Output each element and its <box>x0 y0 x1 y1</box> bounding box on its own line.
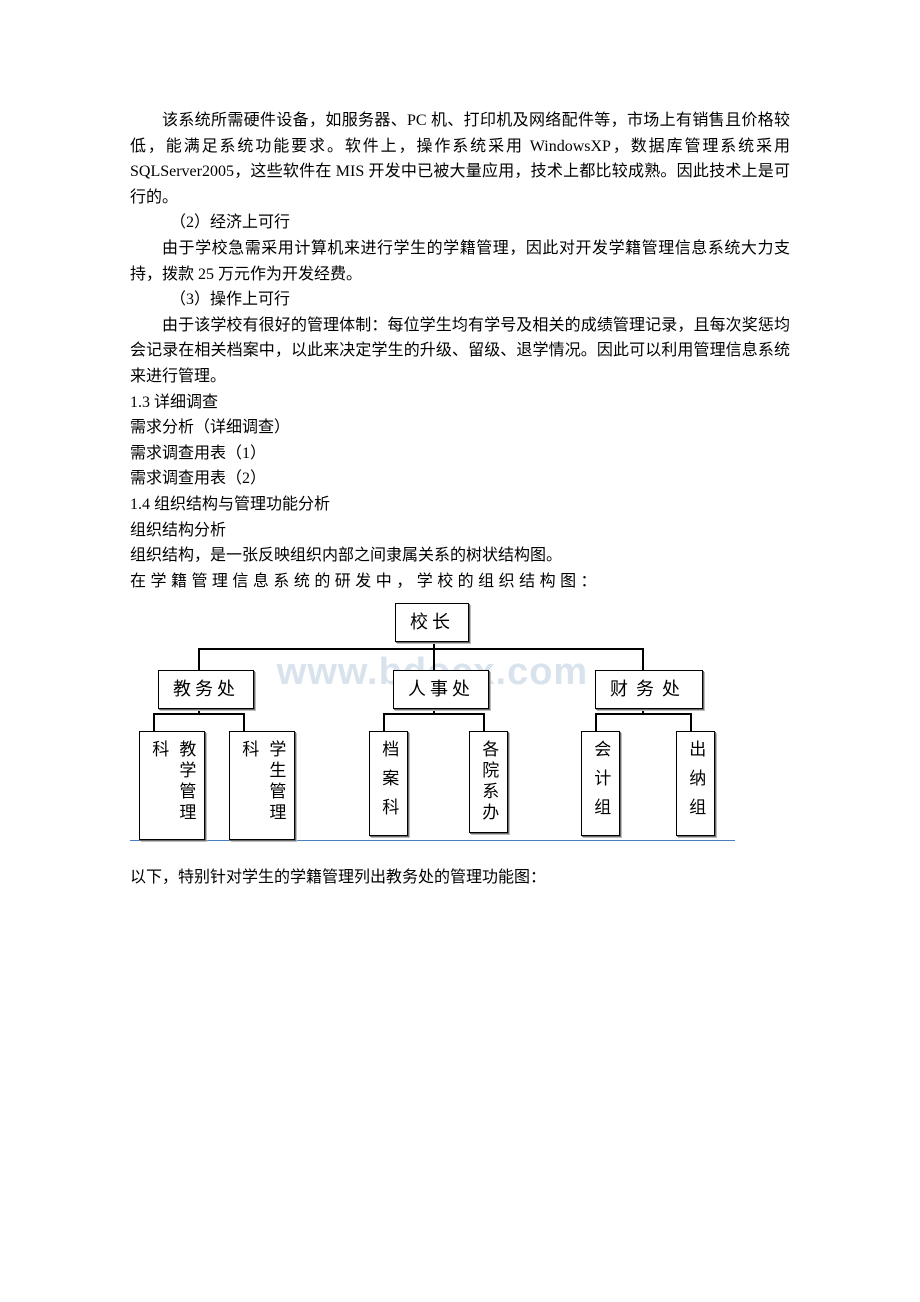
paragraph-operational: 由于该学校有很好的管理体制：每位学生均有学号及相关的成绩管理记录，且每次奖惩均会… <box>130 313 790 390</box>
line-org-analysis: 组织结构分析 <box>130 518 790 544</box>
line-req-table-1: 需求调查用表（1） <box>130 441 790 467</box>
connector-line <box>383 713 483 715</box>
line-mgmt-func-intro: 以下，特别针对学生的学籍管理列出教务处的管理功能图： <box>130 865 790 891</box>
connector-line <box>433 648 435 670</box>
line-org-desc: 组织结构，是一张反映组织内部之间隶属关系的树状结构图。 <box>130 543 790 569</box>
node-accounting: 会计组 <box>581 731 620 836</box>
node-teaching-mgmt: 教学管理科 <box>139 731 205 840</box>
node-cashier: 出纳组 <box>676 731 715 836</box>
org-structure-chart: www.bdocx.com 校长 教务处 人事处 财务处 教学管理科 学生管理科 <box>130 600 735 841</box>
heading-operational: （3）操作上可行 <box>130 287 790 313</box>
node-academic-office: 教务处 <box>158 670 254 709</box>
heading-1-4: 1.4 组织结构与管理功能分析 <box>130 492 790 518</box>
connector-line <box>690 713 692 731</box>
node-departments: 各院系办 <box>469 731 508 833</box>
line-req-analysis: 需求分析（详细调查） <box>130 415 790 441</box>
line-req-table-2: 需求调查用表（2） <box>130 466 790 492</box>
connector-line <box>595 713 690 715</box>
node-student-mgmt: 学生管理科 <box>229 731 295 840</box>
node-hr-office: 人事处 <box>393 670 489 709</box>
node-principal: 校长 <box>395 603 469 642</box>
heading-economic: （2）经济上可行 <box>130 210 790 236</box>
document-page: 该系统所需硬件设备，如服务器、PC 机、打印机及网络配件等，市场上有销售且价格较… <box>0 0 920 971</box>
paragraph-hardware: 该系统所需硬件设备，如服务器、PC 机、打印机及网络配件等，市场上有销售且价格较… <box>130 108 790 210</box>
line-org-intro: 在学籍管理信息系统的研发中，学校的组织结构图： <box>130 569 790 595</box>
connector-line <box>595 713 597 731</box>
connector-line <box>243 713 245 731</box>
connector-line <box>483 713 485 731</box>
connector-line <box>153 713 243 715</box>
connector-line <box>198 648 642 650</box>
connector-line <box>153 713 155 731</box>
heading-1-3: 1.3 详细调查 <box>130 390 790 416</box>
connector-line <box>642 648 644 670</box>
node-finance-office: 财务处 <box>595 670 703 709</box>
node-archives: 档案科 <box>369 731 408 836</box>
paragraph-economic: 由于学校急需采用计算机来进行学生的学籍管理，因此对开发学籍管理信息系统大力支持，… <box>130 236 790 287</box>
connector-line <box>383 713 385 731</box>
connector-line <box>198 648 200 670</box>
